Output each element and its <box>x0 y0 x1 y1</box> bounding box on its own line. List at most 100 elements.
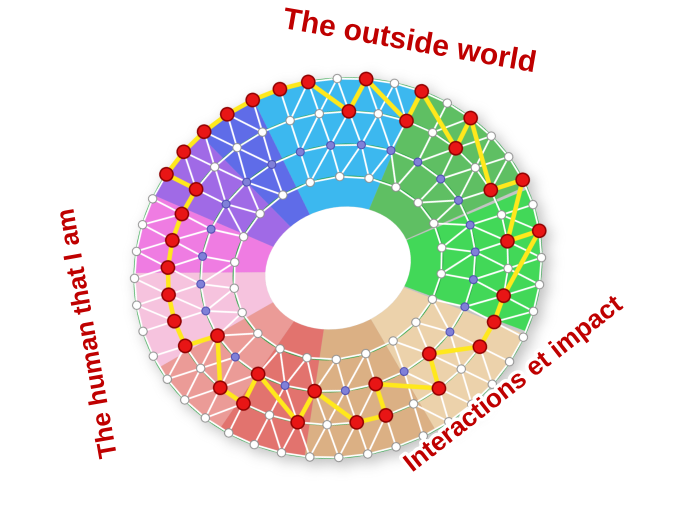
node-red <box>164 232 180 248</box>
node-red <box>378 408 394 423</box>
node-white <box>467 399 477 410</box>
node-white <box>148 351 159 361</box>
node-purple <box>206 224 216 234</box>
node-red <box>176 144 192 160</box>
node-white <box>322 420 332 430</box>
node-white <box>528 199 538 210</box>
node-white <box>314 108 324 119</box>
node-white <box>536 252 547 263</box>
sector-tan-light <box>370 287 525 430</box>
node-white <box>373 109 384 119</box>
node-white <box>249 439 259 450</box>
node-purple <box>230 352 240 362</box>
node-white <box>305 452 315 462</box>
node-red <box>161 287 176 303</box>
node-red <box>399 113 414 129</box>
node-white <box>253 328 263 339</box>
node-white <box>264 410 275 420</box>
node-white <box>363 449 373 459</box>
node-red <box>174 206 190 222</box>
node-red <box>219 106 235 122</box>
node-red <box>358 71 374 87</box>
wheel <box>129 71 547 463</box>
node-white <box>518 332 529 342</box>
node-red <box>300 74 316 90</box>
node-red <box>463 110 479 126</box>
node-white <box>237 307 247 318</box>
node-red <box>472 339 488 355</box>
node-white <box>131 246 142 257</box>
node-red <box>368 376 384 392</box>
node-white <box>408 399 419 409</box>
node-purple <box>198 251 208 261</box>
node-white <box>470 162 481 173</box>
node-purple <box>470 247 480 257</box>
node-white <box>232 142 242 153</box>
node-white <box>257 127 268 137</box>
node-white <box>195 363 206 374</box>
node-red <box>515 172 531 188</box>
hole <box>265 206 411 330</box>
node-white <box>427 294 438 304</box>
node-white <box>334 452 344 463</box>
node-white <box>229 283 239 293</box>
node-white <box>335 171 345 182</box>
node-red <box>167 313 182 329</box>
node-white <box>429 218 439 229</box>
node-white <box>302 353 312 363</box>
node-red <box>496 288 512 304</box>
node-white <box>534 279 545 290</box>
node-white <box>528 306 539 317</box>
node-white <box>361 348 371 359</box>
node-red <box>177 338 193 354</box>
nodes <box>129 71 547 463</box>
node-purple <box>201 306 211 316</box>
node-white <box>224 428 234 438</box>
node-white <box>305 177 315 188</box>
node-purple <box>460 302 470 312</box>
node-red <box>500 233 515 249</box>
node-purple <box>196 279 206 289</box>
node-white <box>147 194 158 204</box>
node-red <box>272 81 288 97</box>
node-red <box>531 223 547 239</box>
node-white <box>332 73 342 84</box>
node-white <box>276 447 287 458</box>
node-white <box>444 417 454 427</box>
node-purple <box>445 327 455 337</box>
node-red <box>250 366 266 382</box>
node-white <box>391 442 401 452</box>
node-white <box>436 269 446 279</box>
node-purple <box>221 199 231 209</box>
node-white <box>230 257 240 267</box>
node-white <box>418 431 428 441</box>
node-white <box>486 131 496 141</box>
node-white <box>503 263 513 274</box>
node-white <box>331 354 341 365</box>
node-white <box>180 395 190 405</box>
node-purple <box>386 145 396 155</box>
node-purple <box>413 157 423 167</box>
node-purple <box>242 177 252 187</box>
label-outside-world: The outside world <box>280 2 539 79</box>
node-white <box>238 232 249 242</box>
node-red <box>160 260 176 275</box>
node-white <box>278 190 288 200</box>
node-red <box>341 103 357 119</box>
node-white <box>364 173 374 183</box>
label-human-that-i-am: The human that I am <box>49 206 122 460</box>
node-white <box>162 374 173 384</box>
node-white <box>437 243 447 253</box>
node-purple <box>399 367 409 377</box>
node-white <box>389 78 400 89</box>
node-white <box>210 162 220 172</box>
node-white <box>132 300 142 310</box>
node-red <box>431 381 447 396</box>
node-red <box>210 328 225 343</box>
node-red <box>245 92 261 108</box>
node-red <box>196 124 212 140</box>
node-white <box>138 326 148 337</box>
node-purple <box>453 195 463 205</box>
